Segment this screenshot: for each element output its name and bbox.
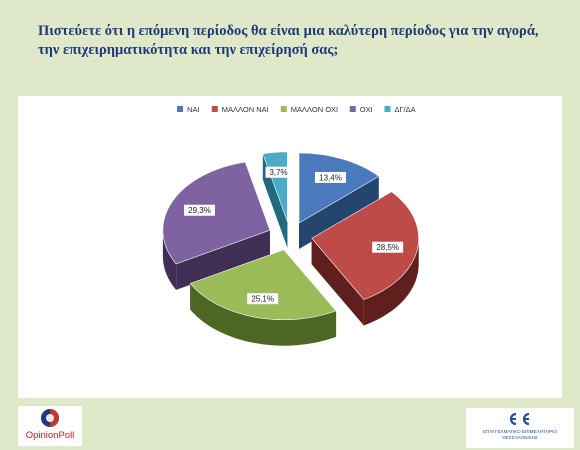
chamber-logo-line-1: ΕΠΑΓΓΕΛΜΑΤΙΚΟ ΕΠΙΜΕΛΗΤΗΡΙΟ <box>482 429 557 434</box>
opinionpoll-logo: OpinionPoll <box>18 406 82 446</box>
legend-label: ΔΓ/ΔΑ <box>394 105 415 114</box>
pie-slice-μαλλον-οχι <box>189 249 337 320</box>
pie-slice-edge <box>190 283 337 346</box>
pie-slice-side <box>311 238 364 326</box>
data-label-bg <box>247 293 279 305</box>
pie-slice-ναι <box>298 152 380 224</box>
legend-label: ΝΑΙ <box>187 105 200 114</box>
opinionpoll-circle-icon <box>41 409 59 427</box>
opinionpoll-logo-text: OpinionPoll <box>25 430 75 441</box>
data-label: 3,7% <box>269 168 287 177</box>
legend-swatch <box>177 106 184 112</box>
data-label: 28,5% <box>376 243 399 252</box>
pie-slice-edge <box>363 238 419 326</box>
data-label-bg <box>265 166 292 178</box>
legend-swatch <box>349 106 356 112</box>
legend-label: ΟΧΙ <box>360 105 373 114</box>
chamber-logo-line-2: ΘΕΣΣΑΛΟΝΙΚΗΣ <box>502 435 538 440</box>
data-label: 29,3% <box>188 206 211 215</box>
pie-slice-οχι <box>162 161 271 265</box>
pie-slice-side <box>176 230 270 290</box>
data-label: 13,4% <box>319 173 342 182</box>
page-title: Πιστεύετε ότι η επόμενη περίοδος θα είνα… <box>38 23 539 58</box>
pie-slice-μαλλον-ναι <box>311 191 419 300</box>
chamber-emblem-icon <box>509 412 530 426</box>
data-label: 25,1% <box>251 295 274 304</box>
legend-swatch <box>384 106 391 112</box>
chart-panel: ΝΑΙ ΜΑΛΛΟΝ ΝΑΙ ΜΑΛΛΟΝ ΟΧΙ ΟΧΙ ΔΓ/ΔΑ 13,4% 28,5… <box>18 96 562 398</box>
legend-swatch <box>280 106 287 112</box>
data-label-bg <box>183 204 215 216</box>
pie-chart: ΝΑΙ ΜΑΛΛΟΝ ΝΑΙ ΜΑΛΛΟΝ ΟΧΙ ΟΧΙ ΔΓ/ΔΑ 13,4% 28,5… <box>162 105 419 346</box>
legend-swatch <box>211 106 218 112</box>
pie-slice-edge <box>162 230 177 290</box>
legend-label: ΜΑΛΛΟΝ ΝΑΙ <box>222 105 269 114</box>
pie-slice-side <box>298 176 379 249</box>
chamber-logo: ΕΠΑΓΓΕΛΜΑΤΙΚΟ ΕΠΙΜΕΛΗΤΗΡΙΟ ΘΕΣΣΑΛΟΝΙΚΗΣ <box>466 408 574 448</box>
legend-label: ΜΑΛΛΟΝ ΟΧΙ <box>291 105 338 114</box>
data-label-bg <box>372 241 404 253</box>
chamber-logo-text: ΕΠΑΓΓΕΛΜΑΤΙΚΟ ΕΠΙΜΕΛΗΤΗΡΙΟ ΘΕΣΣΑΛΟΝΙΚΗΣ <box>468 429 572 441</box>
data-label-bg <box>314 171 346 183</box>
